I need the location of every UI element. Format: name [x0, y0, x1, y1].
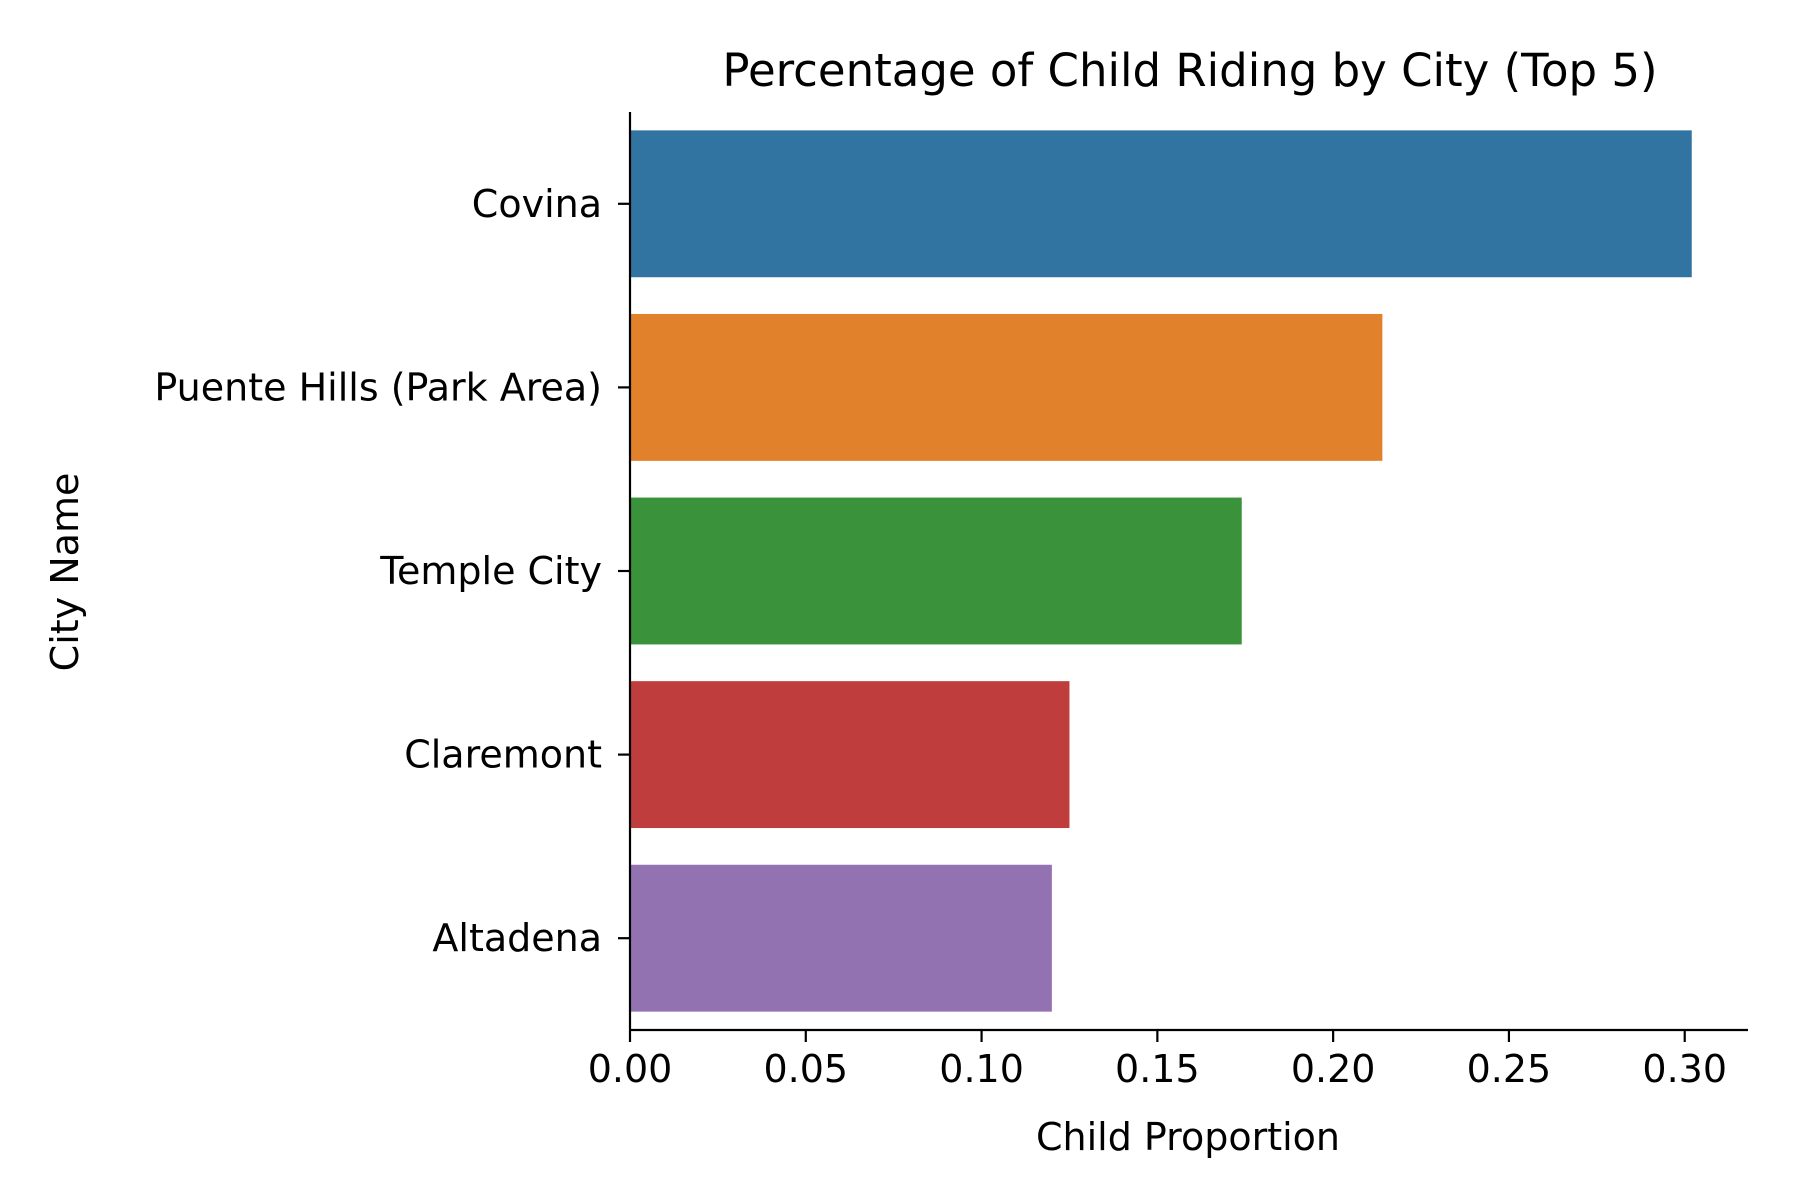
x-tick-label: 0.30 [1642, 1047, 1727, 1091]
x-axis-label: Child Proportion [1036, 1115, 1340, 1159]
y-tick-label: Claremont [404, 733, 602, 777]
bar-0 [630, 130, 1692, 278]
x-axis-ticks: 0.00 0.05 0.10 0.15 0.20 0.25 0.30 [588, 1030, 1727, 1091]
y-tick-label: Puente Hills (Park Area) [154, 365, 602, 409]
bar-3 [630, 681, 1070, 829]
x-tick-label: 0.00 [588, 1047, 673, 1091]
x-tick-label: 0.05 [763, 1047, 848, 1091]
y-axis-label: City Name [43, 473, 87, 672]
x-tick-label: 0.10 [939, 1047, 1024, 1091]
bars-group [630, 130, 1692, 1012]
y-tick-label: Covina [472, 182, 602, 226]
x-tick-label: 0.25 [1467, 1047, 1552, 1091]
y-tick-label: Temple City [379, 549, 602, 593]
x-tick-label: 0.20 [1291, 1047, 1376, 1091]
y-tick-label: Altadena [432, 916, 602, 960]
y-axis-ticks: Covina Puente Hills (Park Area) Temple Cit… [154, 182, 630, 960]
chart-title: Percentage of Child Riding by City (Top … [722, 44, 1657, 97]
bar-1 [630, 313, 1383, 461]
x-tick-label: 0.15 [1115, 1047, 1200, 1091]
bar-2 [630, 497, 1242, 645]
bar-4 [630, 864, 1052, 1012]
